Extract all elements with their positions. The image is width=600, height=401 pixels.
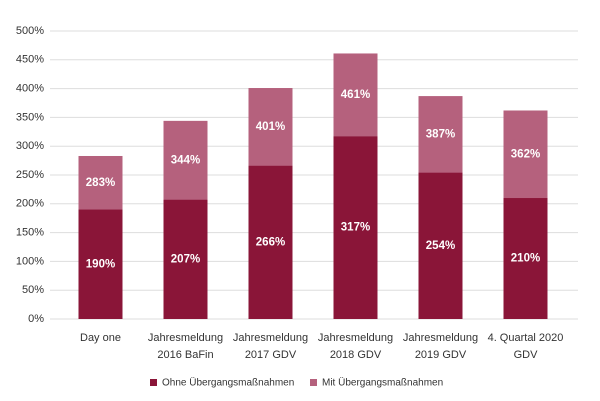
- legend-label: Ohne Übergangsmaßnahmen: [162, 377, 294, 389]
- bar: [163, 199, 208, 319]
- value-label: 344%: [171, 154, 200, 166]
- bar: [503, 198, 548, 319]
- x-tick-label: Jahresmeldung: [148, 332, 223, 344]
- bar: [418, 172, 463, 319]
- y-tick-label: 400%: [16, 83, 44, 95]
- x-tick-label: Jahresmeldung: [403, 332, 478, 344]
- x-tick-label: Jahresmeldung: [318, 332, 393, 344]
- x-tick-label: 2019 GDV: [415, 349, 467, 361]
- value-label: 283%: [86, 177, 115, 189]
- value-label: 387%: [426, 128, 455, 140]
- y-tick-label: 150%: [16, 227, 44, 239]
- y-tick-label: 200%: [16, 198, 44, 210]
- value-label: 461%: [341, 89, 370, 101]
- value-label: 207%: [171, 253, 200, 265]
- bar: [248, 165, 293, 319]
- y-tick-label: 450%: [16, 54, 44, 66]
- legend-label: Mit Übergangsmaßnahmen: [322, 377, 443, 389]
- value-label: 401%: [256, 121, 285, 133]
- y-tick-label: 0%: [28, 313, 44, 325]
- y-tick-label: 300%: [16, 140, 44, 152]
- x-tick-label: 2018 GDV: [330, 349, 382, 361]
- y-tick-label: 500%: [16, 25, 44, 37]
- y-tick-label: 250%: [16, 169, 44, 181]
- value-label: 190%: [86, 258, 115, 270]
- x-tick-label: GDV: [514, 349, 539, 361]
- bar: [333, 136, 378, 319]
- x-tick-label: Jahresmeldung: [233, 332, 308, 344]
- x-tick-label: 2016 BaFin: [157, 349, 213, 361]
- x-tick-label: 4. Quartal 2020: [488, 332, 564, 344]
- x-tick-label: Day one: [80, 332, 121, 344]
- value-label: 317%: [341, 222, 370, 234]
- x-tick-label: 2017 GDV: [245, 349, 297, 361]
- value-label: 362%: [511, 148, 540, 160]
- value-label: 254%: [426, 240, 455, 252]
- legend-swatch: [150, 379, 157, 386]
- bar: [78, 209, 123, 319]
- legend-swatch: [310, 379, 317, 386]
- y-tick-label: 100%: [16, 255, 44, 267]
- y-tick-label: 50%: [22, 284, 44, 296]
- value-label: 266%: [256, 236, 285, 248]
- value-label: 210%: [511, 253, 540, 265]
- y-tick-label: 350%: [16, 111, 44, 123]
